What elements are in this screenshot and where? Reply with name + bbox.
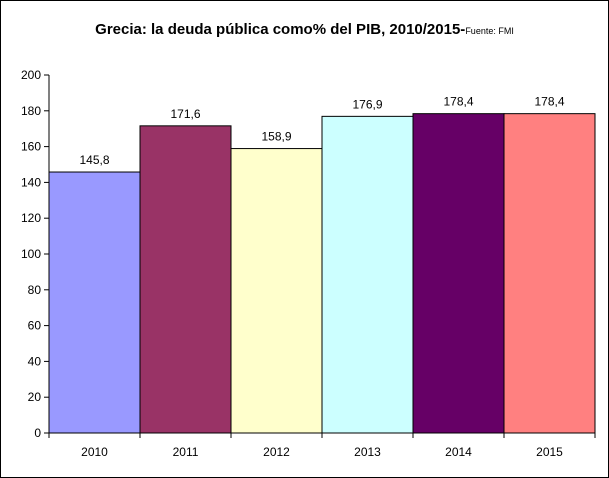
y-tick-label: 40 [28,354,42,368]
chart-source: Fuente: FMI [465,26,514,36]
chart-title: Grecia: la deuda pública como% del PIB, … [1,21,608,38]
x-tick-label: 2014 [445,445,472,459]
y-tick-label: 60 [28,319,42,333]
y-tick-label: 100 [21,247,41,261]
bar-2012 [230,148,323,434]
x-tick-label: 2010 [81,445,108,459]
data-label: 176,9 [352,97,382,111]
bar-2015 [503,113,596,434]
bar-2013 [321,115,414,434]
x-tick-label: 2013 [354,445,381,459]
y-tick-label: 120 [21,211,41,225]
data-label: 158,9 [261,130,291,144]
bar-2014 [412,113,505,434]
bar-2010 [48,171,141,434]
data-label: 178,4 [534,95,564,109]
data-label: 178,4 [443,95,473,109]
y-tick-label: 0 [34,426,41,440]
x-tick-label: 2015 [536,445,563,459]
y-tick-label: 20 [28,390,42,404]
chart-title-text: Grecia: la deuda pública como% del PIB, … [95,21,466,38]
y-tick-label: 140 [21,175,41,189]
x-tick-label: 2011 [173,445,199,459]
y-tick-label: 80 [28,283,42,297]
data-label: 171,6 [170,107,200,121]
y-tick-label: 180 [21,104,41,118]
bar-2011 [139,125,232,434]
data-label: 145,8 [79,153,109,167]
x-tick-label: 2012 [263,445,290,459]
y-tick-label: 160 [21,140,41,154]
y-tick-label: 200 [21,68,41,82]
